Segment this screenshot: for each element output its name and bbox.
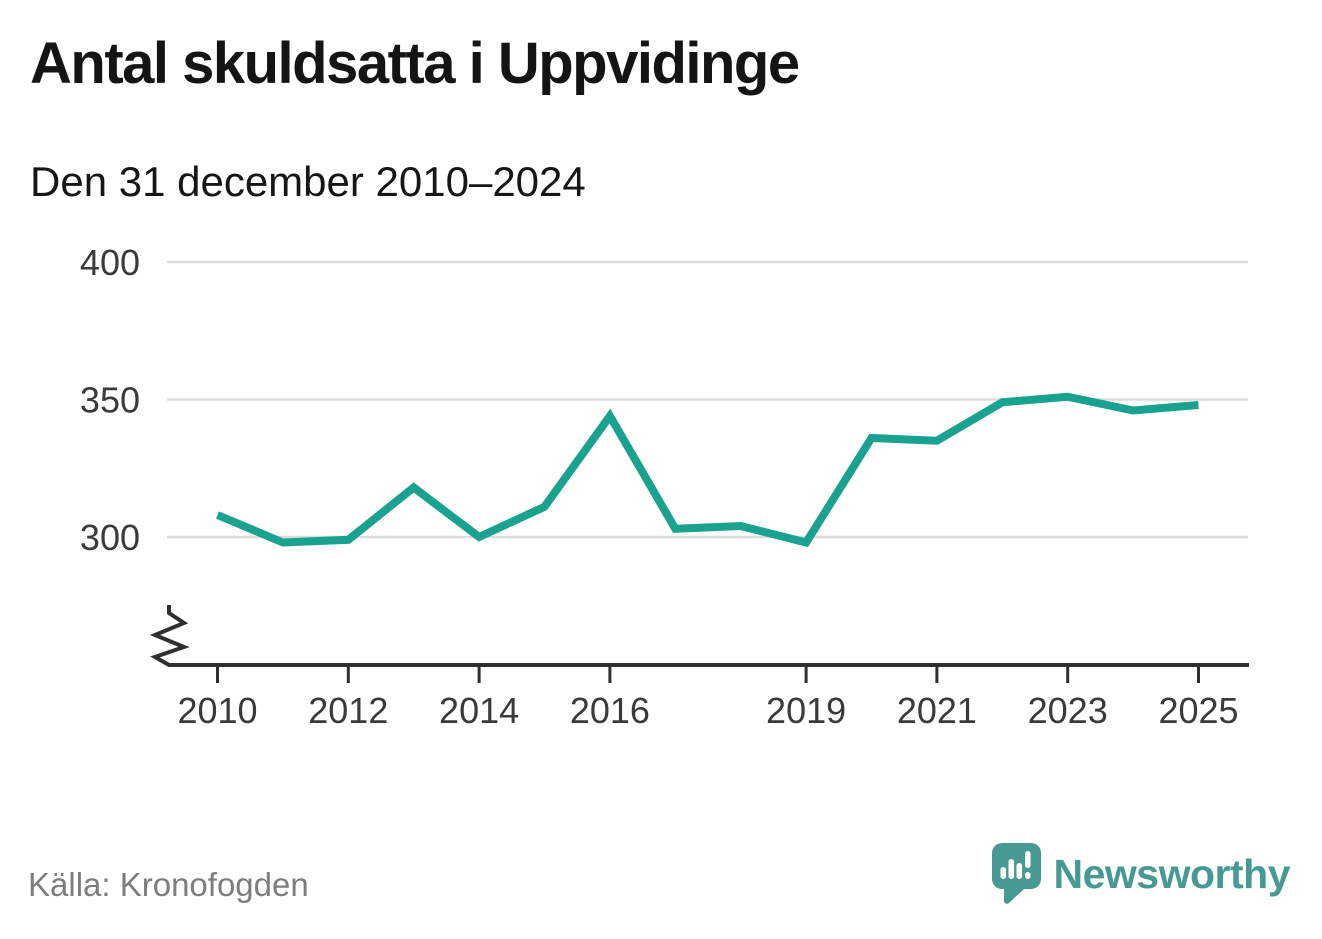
x-tick-label: 2023: [1028, 690, 1108, 731]
data-line: [215, 392, 1199, 548]
chart-subtitle: Den 31 december 2010–2024: [30, 158, 586, 205]
x-tick-label: 2012: [308, 690, 388, 731]
x-tick-label: 2019: [766, 690, 846, 731]
x-tick-label: 2014: [439, 690, 519, 731]
x-tick-label: 2010: [177, 690, 257, 731]
newsworthy-logo-icon: [991, 843, 1041, 904]
y-tick-label: 300: [80, 517, 140, 558]
x-tick-label: 2025: [1158, 690, 1238, 731]
newsworthy-logo: Newsworthy: [991, 843, 1291, 905]
x-tick-label: 2021: [897, 690, 977, 731]
y-tick-label: 350: [80, 380, 140, 421]
y-tick-label: 400: [80, 242, 140, 283]
x-tick-label: 2016: [570, 690, 650, 731]
axis-break-icon: [149, 605, 190, 667]
source-attribution: Källa: Kronofogden: [28, 866, 309, 903]
logo-bars-exclamation: [1000, 851, 1031, 879]
newsworthy-wordmark: Newsworthy: [1053, 850, 1291, 897]
chart-title: Antal skuldsatta i Uppvidinge: [30, 31, 800, 96]
